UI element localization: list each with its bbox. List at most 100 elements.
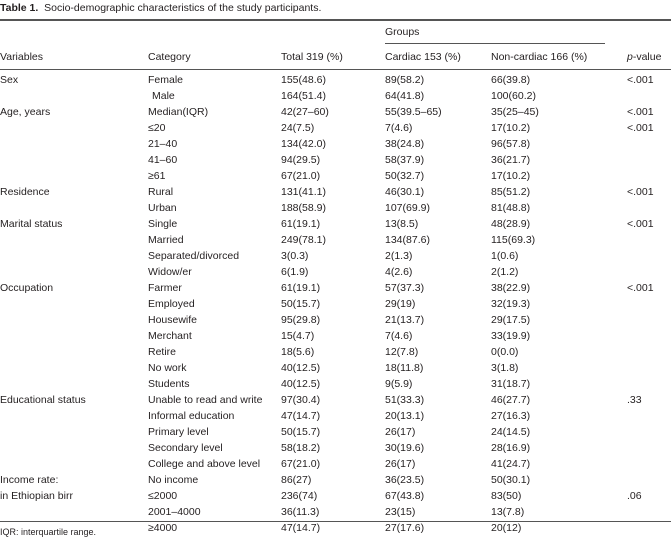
table-label: Table 1.	[0, 2, 39, 14]
cell-cardiac: 13(8.5)	[385, 218, 419, 230]
cell-noncardiac: 32(19.3)	[491, 298, 531, 310]
cell-cardiac: 46(30.1)	[385, 186, 425, 198]
cell-category: 21–40	[148, 138, 178, 150]
cell-noncardiac: 31(18.7)	[491, 378, 531, 390]
cell-cardiac: 18(11.8)	[385, 362, 424, 374]
cell-p-value	[627, 248, 671, 264]
table-row: Married 249(78.1) 134(87.6) 115(69.3)	[0, 232, 671, 248]
cell-category: Married	[148, 234, 184, 246]
cell-variable	[0, 232, 148, 248]
cell-cardiac: 30(19.6)	[385, 442, 425, 454]
cell-variable: Occupation	[0, 282, 54, 294]
cell-category: Single	[148, 218, 178, 230]
cell-category: Median(IQR)	[148, 106, 209, 118]
cell-noncardiac: 100(60.2)	[491, 90, 536, 102]
table-row: Employed 50(15.7) 29(19) 32(19.3)	[0, 296, 671, 312]
cell-category: Farmer	[148, 282, 182, 294]
cell-total: 15(4.7)	[281, 330, 315, 342]
cell-cardiac: 12(7.8)	[385, 346, 419, 358]
cell-total: 18(5.6)	[281, 346, 315, 358]
cell-category: Housewife	[148, 314, 198, 326]
cell-noncardiac: 2(1.2)	[491, 266, 519, 278]
table-row: Widow/er 6(1.9) 4(2.6) 2(1.2)	[0, 264, 671, 280]
top-rule	[0, 19, 671, 21]
cell-cardiac: 55(39.5–65)	[385, 106, 442, 118]
cell-p-value	[627, 440, 671, 456]
cell-noncardiac: 33(19.9)	[491, 330, 531, 342]
table-body: Sex Female 155(48.6) 89(58.2) 66(39.8) <.001 …	[0, 72, 671, 536]
cell-total: 134(42.0)	[281, 138, 326, 150]
cell-noncardiac: 35(25–45)	[491, 106, 539, 118]
cell-p-value	[627, 136, 671, 152]
cell-variable	[0, 168, 148, 184]
cell-variable: Educational status	[0, 394, 86, 406]
header-category: Category	[148, 51, 191, 63]
table-row: in Ethiopian birr ≤2000 236(74) 67(43.8) 83(…	[0, 488, 671, 504]
cell-total: 155(48.6)	[281, 74, 326, 86]
cell-noncardiac: 85(51.2)	[491, 186, 531, 198]
cell-variable	[0, 328, 148, 344]
groups-header: Groups	[385, 26, 420, 38]
cell-category: Separated/divorced	[148, 250, 240, 262]
table-row: Income rate: No income 86(27) 36(23.5) 50(30…	[0, 472, 671, 488]
cell-total: 236(74)	[281, 490, 318, 502]
cell-p-value	[627, 168, 671, 184]
cell-total: 86(27)	[281, 474, 312, 486]
cell-p-value	[627, 360, 671, 376]
cell-cardiac: 51(33.3)	[385, 394, 425, 406]
cell-noncardiac: 17(10.2)	[491, 122, 531, 134]
cell-cardiac: 36(23.5)	[385, 474, 425, 486]
cell-p-value	[627, 520, 671, 536]
cell-p-value	[627, 200, 671, 216]
cell-cardiac: 20(13.1)	[385, 410, 425, 422]
cell-total: 95(29.8)	[281, 314, 321, 326]
table-row: No work 40(12.5) 18(11.8) 3(1.8)	[0, 360, 671, 376]
cell-cardiac: 58(37.9)	[385, 154, 425, 166]
header-cardiac: Cardiac 153 (%)	[385, 51, 461, 63]
cell-p-value: <.001	[627, 218, 654, 230]
table-row: Merchant 15(4.7) 7(4.6) 33(19.9)	[0, 328, 671, 344]
table-row: 41–60 94(29.5) 58(37.9) 36(21.7)	[0, 152, 671, 168]
cell-category: Merchant	[148, 330, 192, 342]
cell-variable	[0, 152, 148, 168]
cell-total: 164(51.4)	[281, 90, 326, 102]
cell-noncardiac: 1(0.6)	[491, 250, 519, 262]
table-row: Residence Rural 131(41.1) 46(30.1) 85(51.2) <…	[0, 184, 671, 200]
cell-noncardiac: 50(30.1)	[491, 474, 531, 486]
cell-total: 50(15.7)	[281, 298, 321, 310]
header-rule	[0, 69, 671, 70]
cell-total: 47(14.7)	[281, 522, 321, 534]
cell-variable	[0, 120, 148, 136]
table-row: ≤20 24(7.5) 7(4.6) 17(10.2) <.001	[0, 120, 671, 136]
cell-p-value	[627, 376, 671, 392]
table-row: ≥61 67(21.0) 50(32.7) 17(10.2)	[0, 168, 671, 184]
cell-total: 36(11.3)	[281, 506, 320, 518]
cell-noncardiac: 83(50)	[491, 490, 522, 502]
cell-category: 2001–4000	[148, 506, 201, 518]
cell-category: Retire	[148, 346, 177, 358]
cell-variable	[0, 264, 148, 280]
cell-category: Students	[148, 378, 190, 390]
cell-p-value: .06	[627, 490, 642, 502]
cell-noncardiac: 46(27.7)	[491, 394, 531, 406]
cell-variable	[0, 504, 148, 520]
table-row: Marital status Single 61(19.1) 13(8.5) 48(28…	[0, 216, 671, 232]
table-row: Male 164(51.4) 64(41.8) 100(60.2)	[0, 88, 671, 104]
cell-noncardiac: 115(69.3)	[491, 234, 536, 246]
cell-noncardiac: 20(12)	[491, 522, 522, 534]
cell-p-value	[627, 408, 671, 424]
cell-category: No income	[148, 474, 199, 486]
cell-cardiac: 9(5.9)	[385, 378, 413, 390]
cell-total: 40(12.5)	[281, 378, 321, 390]
cell-total: 58(18.2)	[281, 442, 321, 454]
cell-variable	[0, 200, 148, 216]
cell-category: ≥4000	[148, 522, 178, 534]
cell-total: 249(78.1)	[281, 234, 326, 246]
table-row: 2001–4000 36(11.3) 23(15) 13(7.8)	[0, 504, 671, 520]
table-row: Students 40(12.5) 9(5.9) 31(18.7)	[0, 376, 671, 392]
table-row: Separated/divorced 3(0.3) 2(1.3) 1(0.6)	[0, 248, 671, 264]
table-row: Urban 188(58.9) 107(69.9) 81(48.8)	[0, 200, 671, 216]
cell-noncardiac: 0(0.0)	[491, 346, 519, 358]
cell-cardiac: 89(58.2)	[385, 74, 425, 86]
table-row: ≥4000 47(14.7) 27(17.6) 20(12)	[0, 520, 671, 536]
